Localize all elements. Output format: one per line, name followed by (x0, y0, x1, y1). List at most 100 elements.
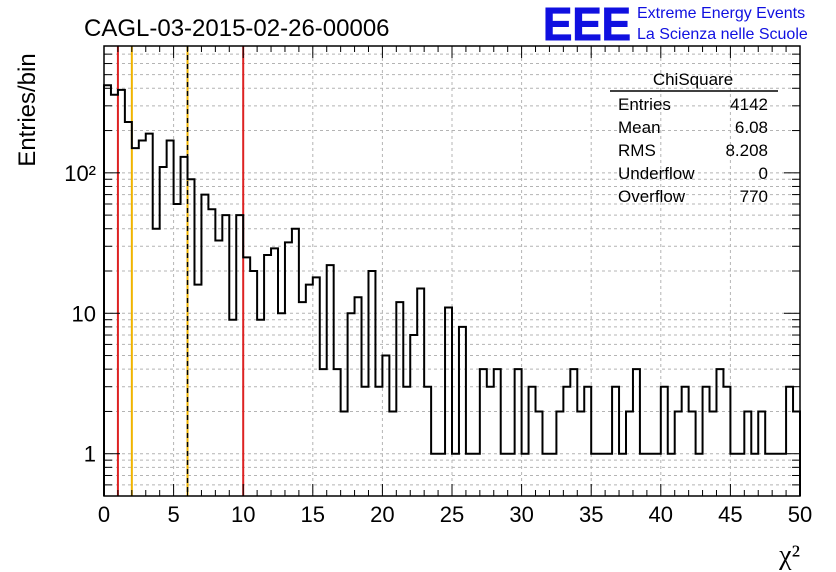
histogram-bin (473, 454, 480, 496)
x-tick-label: 40 (649, 502, 673, 527)
x-tick-label: 30 (509, 502, 533, 527)
histogram-bin (292, 229, 299, 496)
histogram-bin (410, 335, 417, 496)
stats-label-underflow: Underflow (618, 164, 695, 183)
histogram-bin (445, 307, 452, 496)
histogram-bin (382, 356, 389, 496)
histogram-bin (320, 369, 327, 496)
histogram-bin (438, 454, 445, 496)
histogram-bin (584, 387, 591, 496)
brand-line-2: La Scienza nelle Scuole (637, 26, 808, 43)
histogram-bin (765, 454, 772, 496)
axes: 0 5 10 15 20 25 30 35 40 45 50 1 10 10² (64, 45, 812, 527)
histogram-bin (563, 387, 570, 496)
histogram-bin (355, 297, 362, 496)
histogram-bin (480, 369, 487, 496)
histogram-bin (536, 411, 543, 496)
x-tick-label: 0 (98, 502, 110, 527)
stats-value-underflow: 0 (759, 164, 768, 183)
histogram-bin (654, 454, 661, 496)
y-axis-label: Entries/bin (14, 53, 41, 166)
histogram-bin (577, 411, 584, 496)
x-tick-label: 5 (167, 502, 179, 527)
histogram-bin (529, 387, 536, 496)
histogram-bin (689, 411, 696, 496)
histogram-bin (208, 209, 215, 496)
x-tick-label: 10 (231, 502, 255, 527)
histogram-bin (327, 265, 334, 496)
eee-logo: EEE Extreme Energy Events La Scienza nel… (543, 0, 808, 51)
histogram-bin (661, 387, 668, 496)
histogram-bin (723, 387, 730, 496)
y-tick-label: 10 (72, 301, 96, 326)
x-tick-label: 15 (301, 502, 325, 527)
histogram-bin (772, 454, 779, 496)
histogram-bin (703, 387, 710, 496)
histogram-bin (104, 85, 111, 496)
histogram-bin (570, 369, 577, 496)
histogram-bin (396, 302, 403, 496)
histogram-bin (716, 369, 723, 496)
histogram-bin (111, 95, 118, 496)
stats-value-mean: 6.08 (735, 118, 768, 137)
stats-value-entries: 4142 (730, 95, 768, 114)
histogram-bin (549, 454, 556, 496)
histogram-bin (278, 313, 285, 496)
histogram-bin (633, 369, 640, 496)
histogram-bin (264, 255, 271, 496)
histogram-bin (285, 242, 292, 496)
histogram-bin (389, 411, 396, 496)
histogram-bin (153, 229, 160, 496)
histogram-bin (417, 289, 424, 496)
stats-value-rms: 8.208 (725, 141, 768, 160)
y-tick-label: 10² (64, 161, 96, 186)
histogram-bin (751, 454, 758, 496)
histogram-bin (194, 285, 201, 496)
histogram-bin (271, 248, 278, 496)
histogram-bin (612, 387, 619, 496)
histogram-bin (222, 215, 229, 496)
histogram-bin (487, 387, 494, 496)
histogram-bin (181, 157, 188, 496)
histogram-bin (640, 454, 647, 496)
stats-box: ChiSquare Entries 4142 Mean 6.08 RMS 8.2… (610, 70, 778, 206)
histogram-bin (515, 369, 522, 496)
histogram-bin (424, 387, 431, 496)
x-tick-label: 35 (579, 502, 603, 527)
histogram-bin (174, 204, 181, 496)
histogram-bin (494, 369, 501, 496)
x-tick-label: 25 (440, 502, 464, 527)
histogram-bars (103, 84, 801, 496)
histogram-bin (362, 387, 369, 496)
histogram-bin (299, 302, 306, 496)
stats-label-overflow: Overflow (618, 187, 686, 206)
histogram-bin (188, 179, 195, 496)
logo-text: EEE (543, 0, 631, 50)
histogram-bin (334, 369, 341, 496)
histogram-bin (591, 454, 598, 496)
histogram-bin (250, 271, 257, 496)
reference-lines (116, 46, 245, 496)
histogram-bin (626, 411, 633, 496)
histogram-bin (236, 215, 243, 496)
histogram-bin (229, 320, 236, 496)
histogram-bin (737, 454, 744, 496)
histogram-bin (779, 454, 786, 496)
histogram-bin (375, 387, 382, 496)
histogram-bin (160, 167, 167, 496)
histogram-bin (215, 240, 222, 496)
histogram-bin (306, 285, 313, 496)
histogram-outline (103, 84, 801, 496)
histogram-bin (542, 454, 549, 496)
histogram-bin (243, 257, 250, 496)
histogram-bin (139, 140, 146, 496)
histogram-bin (466, 454, 473, 496)
histogram-bin (452, 454, 459, 496)
x-tick-label: 50 (788, 502, 812, 527)
histogram-bin (522, 454, 529, 496)
y-tick-label: 1 (84, 442, 96, 467)
histogram-bin (201, 195, 208, 496)
histogram-bin (730, 454, 737, 496)
histogram-bin (348, 313, 355, 496)
